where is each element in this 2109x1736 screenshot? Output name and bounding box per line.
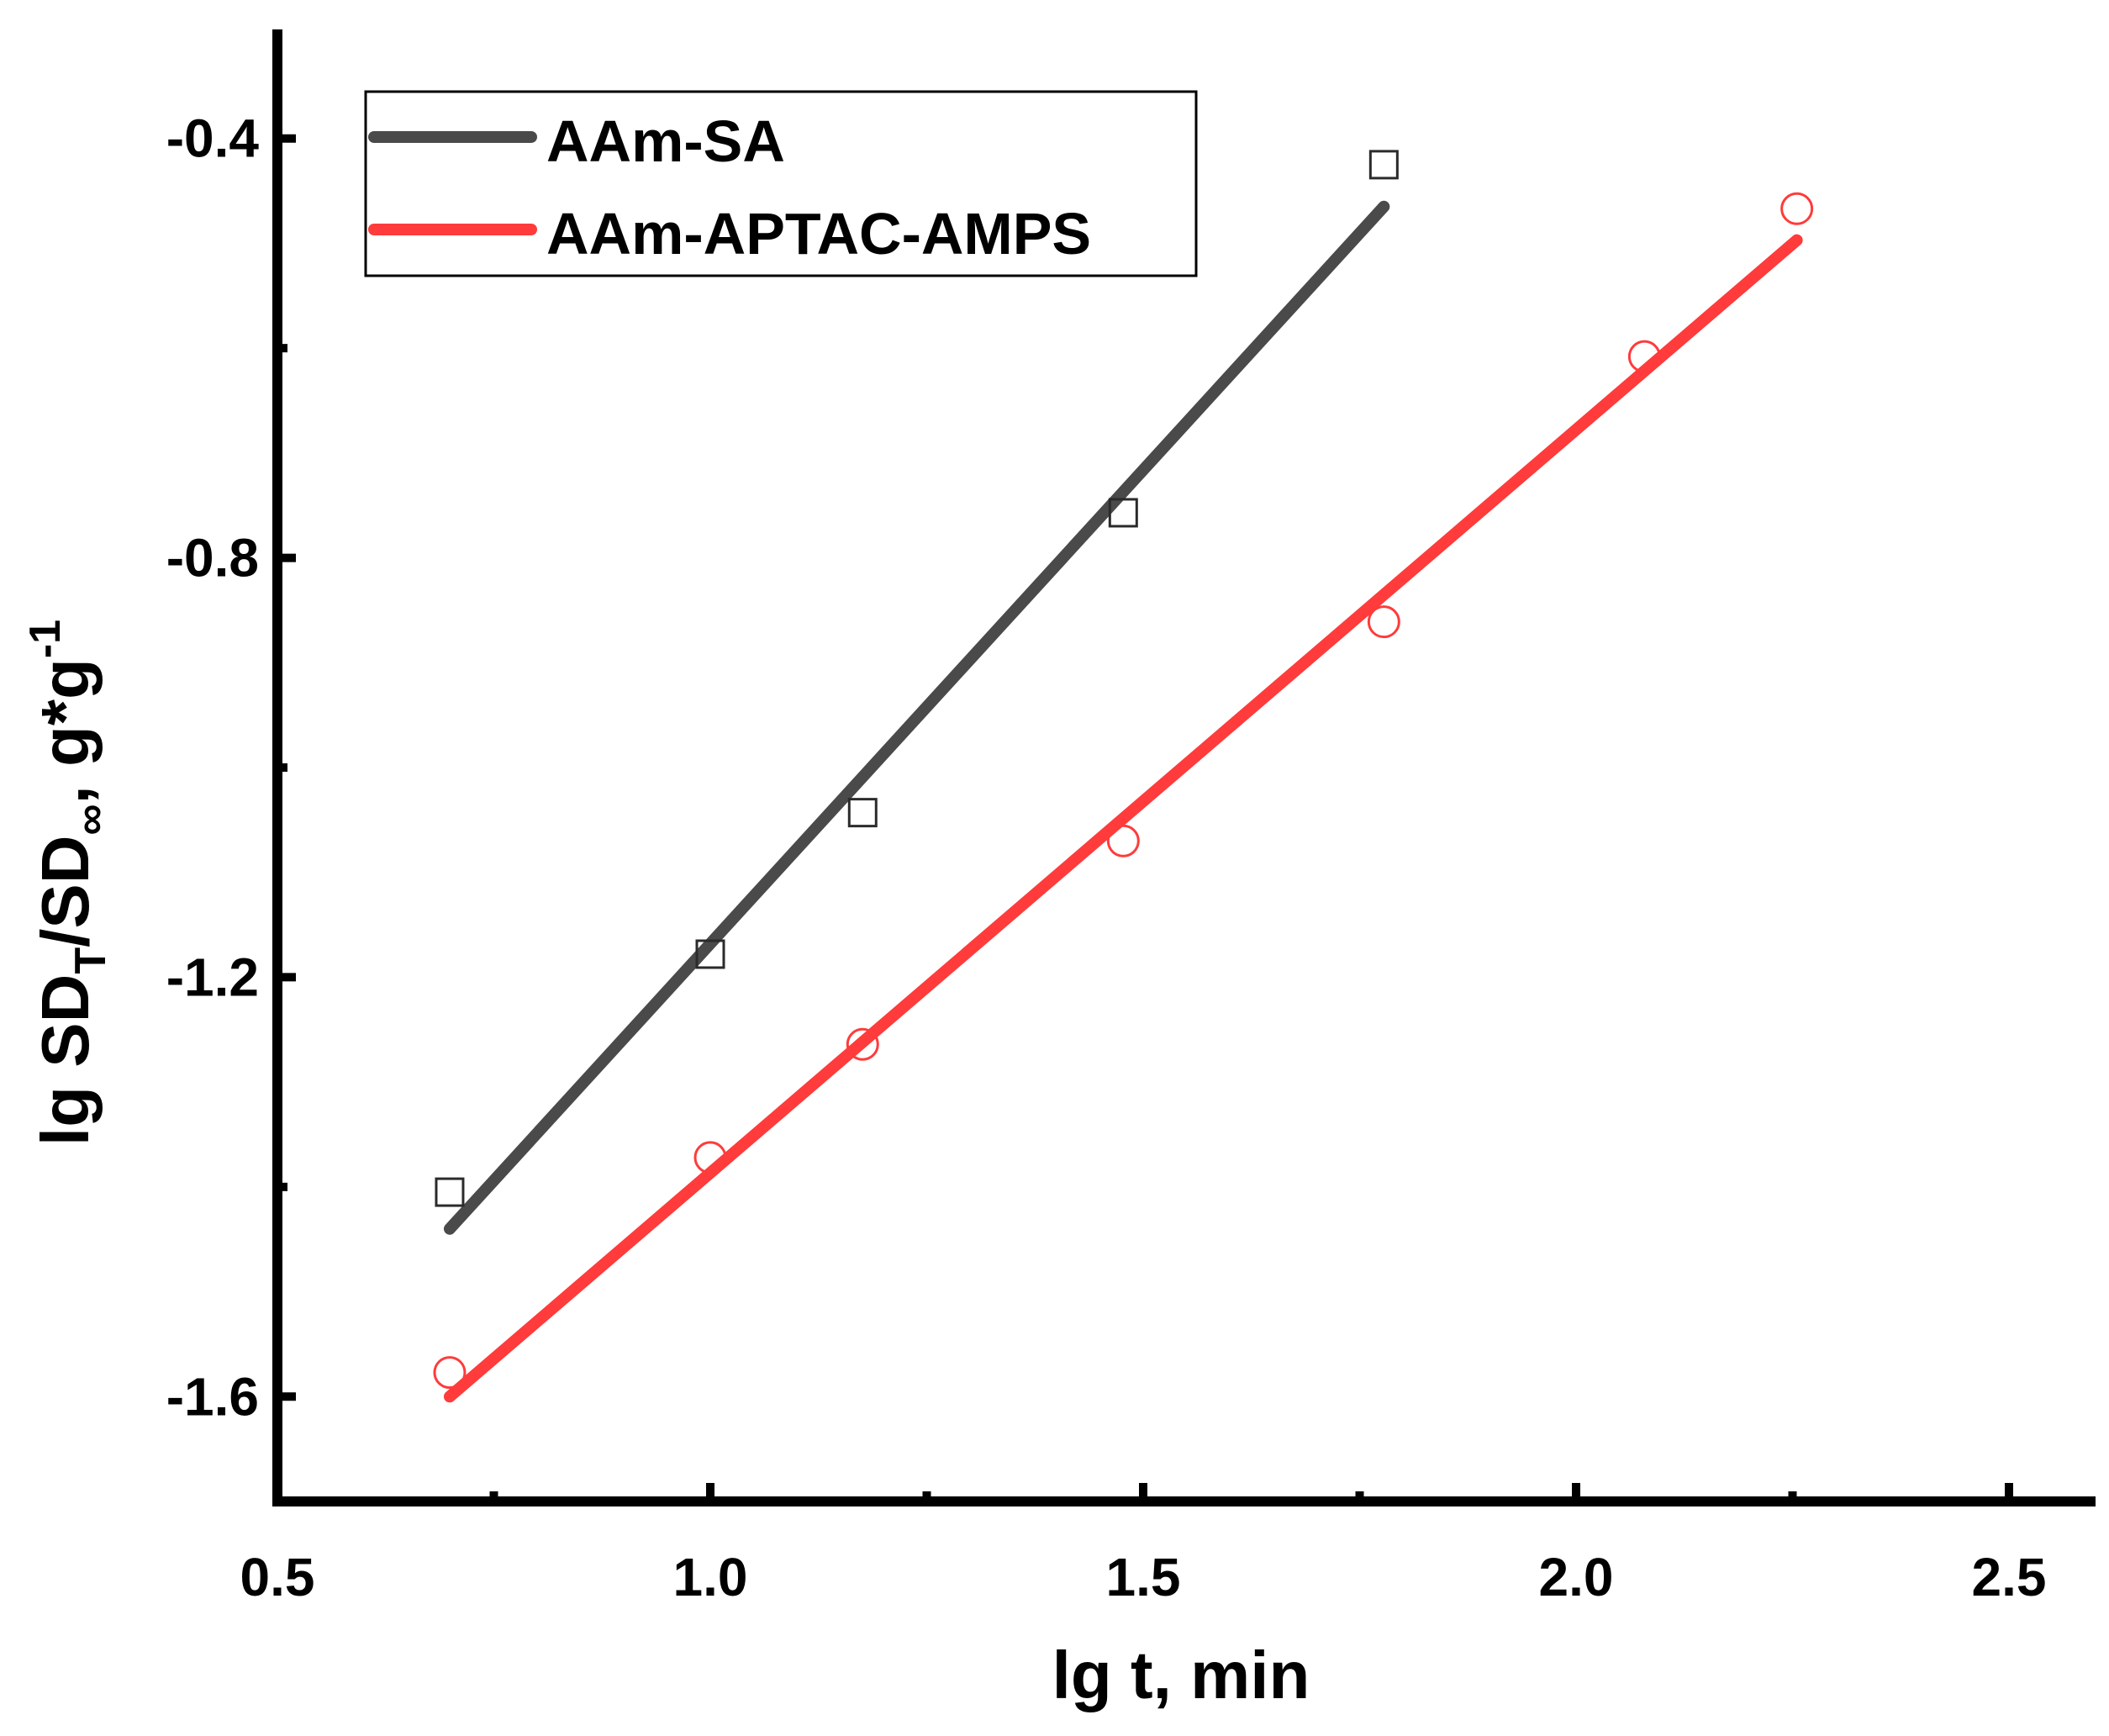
axes-layer: 0.5 1.0 1.5 2.0 2.5 -0.4 -0.8 -1.2 -1.6 (166, 29, 2096, 1607)
y-tick-label: -1.6 (166, 1366, 259, 1427)
data-point-aam-sa (435, 1177, 465, 1207)
legend: AAm-SA AAm-APTAC-AMPS (364, 90, 1198, 277)
data-point-aam-aptac-amps (1780, 192, 1814, 225)
data-point-aam-aptac-amps (1627, 340, 1661, 373)
x-axis-label: lg t, min (1052, 1638, 1310, 1712)
data-point-aam-aptac-amps (433, 1356, 467, 1390)
legend-label-aam-sa: AAm-SA (546, 108, 785, 174)
legend-box (364, 90, 1198, 277)
x-tick-label: 2.0 (1539, 1547, 1614, 1607)
data-point-aam-aptac-amps (1367, 605, 1400, 639)
x-tick-label: 2.5 (1972, 1547, 2047, 1607)
y-axis-label: lg SDT/SD∞, g*g-1 (21, 620, 115, 1146)
data-point-aam-aptac-amps (693, 1141, 727, 1174)
y-tick-label: -0.4 (166, 108, 260, 169)
x-tick-label: 1.0 (673, 1547, 748, 1607)
data-point-aam-aptac-amps (846, 1027, 879, 1061)
y-tick-label: -0.8 (166, 528, 259, 588)
fit-line-aam-aptac-amps (443, 234, 1803, 1403)
x-tick-label: 0.5 (240, 1547, 315, 1607)
legend-label-aam-aptac-amps: AAm-APTAC-AMPS (546, 201, 1091, 266)
plot-layer (433, 150, 1814, 1403)
x-tick-label: 1.5 (1106, 1547, 1181, 1607)
y-tick-label: -1.2 (166, 947, 259, 1007)
data-point-aam-sa (847, 798, 878, 828)
fit-line-aam-sa (443, 200, 1390, 1235)
data-point-aam-sa (695, 939, 725, 969)
data-point-aam-sa (1368, 150, 1399, 180)
data-point-aam-aptac-amps (1106, 824, 1140, 857)
data-point-aam-sa (1108, 498, 1138, 528)
